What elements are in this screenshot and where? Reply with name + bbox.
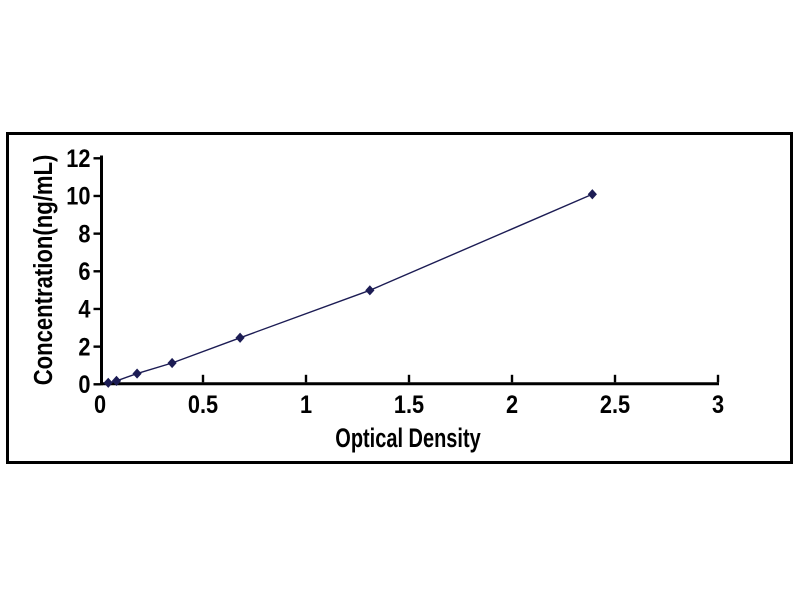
x-tick-label-group: 2.5 [600, 391, 630, 419]
data-point-marker [111, 375, 122, 387]
y-tick-label: 0 [78, 371, 90, 399]
x-tick-label: 2.5 [600, 391, 630, 419]
y-tick-label-group: 0 [78, 371, 90, 399]
y-tick-label: 6 [78, 258, 90, 286]
axes [100, 155, 719, 386]
x-tick-label-group: 3 [712, 391, 724, 419]
data-point-marker [103, 377, 113, 388]
y-tick-label: 8 [78, 220, 90, 248]
x-tick-label: 1.5 [394, 391, 424, 419]
data-point-marker [167, 357, 177, 369]
y-tick-label-group: 10 [66, 182, 90, 210]
tick-labels: 0 2 4 6 8 10 12 0 0.5 1 1.5 2 2.5 3 [66, 145, 724, 419]
x-tick-label: 1 [300, 391, 312, 419]
y-axis-title: Concentration(ng/mL) [29, 155, 58, 386]
x-axis-title: Optical Density [335, 423, 481, 454]
y-tick-label: 2 [78, 333, 90, 361]
series-line [108, 193, 593, 384]
x-tick-label-group: 1 [300, 391, 312, 419]
y-tick-label-group: 6 [78, 258, 90, 286]
x-tick-label-group: 0.5 [188, 391, 218, 419]
y-tick-label-group: 12 [66, 145, 90, 173]
y-tick-label: 12 [66, 145, 90, 173]
y-tick-label: 10 [66, 182, 90, 210]
y-tick-label-group: 2 [78, 333, 90, 361]
x-tick-label: 0.5 [188, 391, 218, 419]
y-tick-label-group: 4 [78, 295, 90, 323]
y-tick-label: 4 [78, 295, 90, 323]
x-tick-label-group: 2 [506, 391, 518, 419]
data-point-marker [132, 368, 142, 379]
data-point-marker [365, 285, 375, 296]
x-tick-label: 2 [506, 391, 518, 419]
data-point-marker [235, 332, 245, 343]
chart-frame [6, 132, 793, 464]
y-tick-label-group: 8 [78, 220, 90, 248]
tick-marks [93, 157, 720, 386]
x-tick-label: 0 [94, 391, 106, 419]
x-tick-label: 3 [712, 391, 724, 419]
x-tick-label-group: 1.5 [394, 391, 424, 419]
data-point-marker [587, 189, 597, 200]
data-series [103, 189, 597, 388]
x-tick-label-group: 0 [94, 391, 106, 419]
